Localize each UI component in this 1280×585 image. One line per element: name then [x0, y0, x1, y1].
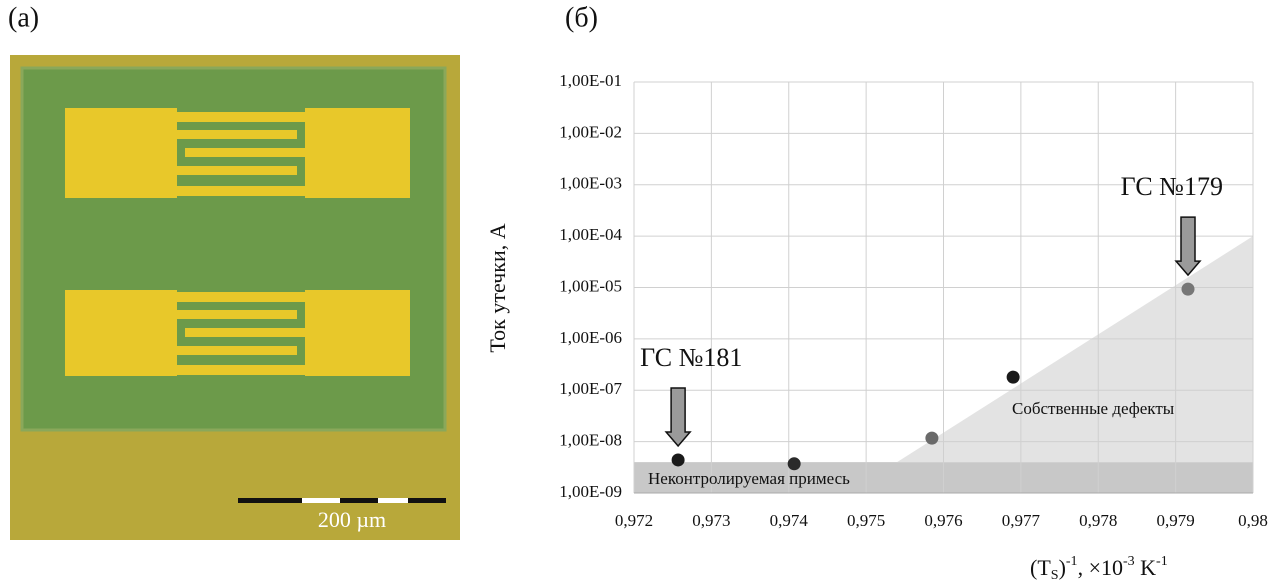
x-tick-label: 0,98 — [1238, 511, 1268, 530]
region-label: Собственные дефекты — [1012, 399, 1175, 418]
arrow — [664, 387, 692, 448]
y-tick-label: 1,00E-05 — [559, 276, 622, 295]
annotation: ГС №181 — [640, 343, 742, 372]
panel-label: (б) — [565, 2, 598, 33]
scale-label: 200 µm — [318, 507, 386, 532]
point — [925, 431, 939, 445]
annotation: ГС №179 — [1121, 172, 1223, 201]
x-tick-label: 0,978 — [1079, 511, 1117, 530]
scale-bar — [302, 498, 340, 503]
x-tick-label: 0,975 — [847, 511, 885, 530]
electrodes — [65, 108, 410, 376]
x-axis-label: (TS)-1, ×10-3 K-1 — [1030, 554, 1168, 583]
point — [787, 457, 801, 471]
y-tick-label: 1,00E-01 — [559, 71, 622, 90]
x-tick-label: 0,979 — [1157, 511, 1195, 530]
y-tick-label: 1,00E-04 — [559, 225, 622, 244]
scale-bar — [378, 498, 408, 503]
x-tick-label: 0,973 — [692, 511, 730, 530]
region-label: Неконтролируемая примесь — [648, 469, 850, 488]
x-label-part: ) — [1059, 555, 1066, 580]
x-label-part: -3 — [1123, 554, 1135, 569]
point — [671, 453, 685, 467]
region — [897, 236, 1253, 463]
y-axis-label: Ток утечки, А — [485, 223, 510, 352]
y-tick-label: 1,00E-02 — [559, 122, 622, 141]
point — [1006, 370, 1020, 384]
panel-label: (a) — [8, 2, 39, 33]
x-tick-label: 0,976 — [924, 511, 962, 530]
x-label-part: S — [1051, 568, 1059, 583]
x-label-part: , ×10 — [1078, 555, 1123, 580]
arrow — [1174, 216, 1202, 277]
y-tick-label: 1,00E-07 — [559, 379, 622, 398]
y-tick-label: 1,00E-09 — [559, 482, 622, 501]
x-tick-label: 0,977 — [1002, 511, 1041, 530]
x-tick-label: 0,974 — [770, 511, 809, 530]
x-label-part: -1 — [1156, 554, 1168, 569]
x-label-part: (T — [1030, 555, 1051, 580]
y-tick-label: 1,00E-06 — [559, 328, 622, 347]
point — [1181, 282, 1195, 296]
y-tick-label: 1,00E-03 — [559, 174, 622, 193]
micrograph: 200 µm — [10, 55, 460, 540]
y-tick-label: 1,00E-08 — [559, 431, 622, 450]
x-tick-label: 0,972 — [615, 511, 653, 530]
x-label-part: -1 — [1066, 554, 1078, 569]
x-label-part: K — [1135, 555, 1157, 580]
scale-bar — [238, 498, 446, 503]
chart: 1,00E-09 1,00E-08 1,00E-07 1,00E-06 1,00E-05… — [485, 71, 1268, 583]
